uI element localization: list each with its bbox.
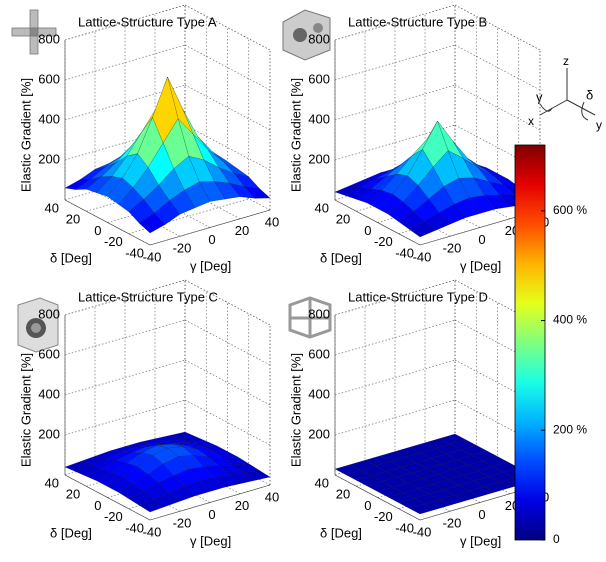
- x-tick-label: 0: [208, 232, 215, 247]
- figure: z x y γ δ 200400600800-40-2002040-40-200…: [0, 0, 606, 562]
- axis-z-glyph: z: [563, 54, 569, 68]
- y-axis-label: δ [Deg]: [50, 525, 92, 540]
- x-axis-label: γ [Deg]: [460, 533, 501, 548]
- y-tick-label: -20: [374, 509, 393, 524]
- y-tick-label: 40: [315, 200, 329, 215]
- x-tick-label: -20: [443, 516, 462, 531]
- x-tick-label: 0: [208, 507, 215, 522]
- z-tick-label: 400: [38, 386, 60, 401]
- z-tick-label: 400: [308, 111, 330, 126]
- y-tick-label: 40: [45, 475, 59, 490]
- z-axis-label: Elastic Gradient [%]: [18, 78, 33, 192]
- y-axis-label: δ [Deg]: [50, 250, 92, 265]
- z-tick-label: 800: [308, 31, 330, 46]
- colorbar: [515, 145, 545, 540]
- y-tick-label: 20: [66, 487, 80, 502]
- y-tick-label: -40: [125, 245, 144, 260]
- gamma-glyph: γ: [536, 89, 543, 104]
- colorbar-tick-label: 400 %: [553, 313, 587, 327]
- y-tick-label: 0: [364, 223, 371, 238]
- colorbar-tick-label: 0: [553, 532, 560, 546]
- delta-glyph: δ: [586, 87, 593, 102]
- y-tick-label: 20: [336, 212, 350, 227]
- z-tick-label: 800: [38, 31, 60, 46]
- z-tick-label: 600: [308, 346, 330, 361]
- x-tick-label: -40: [143, 524, 162, 539]
- x-axis-label: γ [Deg]: [460, 258, 501, 273]
- x-tick-label: -40: [143, 249, 162, 264]
- x-tick-label: 40: [265, 214, 279, 229]
- x-tick-label: -20: [173, 241, 192, 256]
- z-tick-label: 200: [38, 151, 60, 166]
- y-tick-label: -40: [395, 245, 414, 260]
- y-tick-label: 0: [364, 498, 371, 513]
- x-tick-label: 40: [265, 489, 279, 504]
- z-tick-label: 600: [38, 346, 60, 361]
- y-tick-label: -20: [374, 234, 393, 249]
- chart-title: Lattice-Structure Type B: [348, 14, 487, 29]
- chart-title: Lattice-Structure Type C: [78, 289, 218, 304]
- colorbar-tick-label: 600 %: [553, 203, 587, 217]
- y-tick-label: 20: [66, 212, 80, 227]
- chart-title: Lattice-Structure Type D: [348, 289, 488, 304]
- x-tick-label: -20: [173, 516, 192, 531]
- axis-y-glyph: y: [596, 118, 602, 132]
- z-tick-label: 400: [308, 386, 330, 401]
- z-tick-label: 400: [38, 111, 60, 126]
- y-tick-label: 0: [94, 498, 101, 513]
- x-axis-label: γ [Deg]: [190, 258, 231, 273]
- z-tick-label: 200: [308, 151, 330, 166]
- y-axis-label: δ [Deg]: [320, 250, 362, 265]
- x-tick-label: 20: [235, 498, 249, 513]
- z-tick-label: 600: [308, 71, 330, 86]
- x-tick-label: 20: [235, 223, 249, 238]
- z-tick-label: 800: [308, 306, 330, 321]
- z-tick-label: 800: [38, 306, 60, 321]
- y-tick-label: -20: [104, 509, 123, 524]
- x-tick-label: -20: [443, 241, 462, 256]
- y-tick-label: -40: [125, 520, 144, 535]
- z-axis-label: Elastic Gradient [%]: [18, 353, 33, 467]
- z-tick-label: 200: [38, 426, 60, 441]
- x-tick-label: -40: [413, 524, 432, 539]
- y-tick-label: -20: [104, 234, 123, 249]
- z-axis-label: Elastic Gradient [%]: [288, 78, 303, 192]
- x-axis-label: γ [Deg]: [190, 533, 231, 548]
- y-tick-label: 40: [315, 475, 329, 490]
- y-tick-label: 40: [45, 200, 59, 215]
- chart-title: Lattice-Structure Type A: [78, 14, 217, 29]
- z-tick-label: 600: [38, 71, 60, 86]
- colorbar-tick-label: 200 %: [553, 422, 587, 436]
- x-tick-label: 0: [478, 507, 485, 522]
- z-axis-label: Elastic Gradient [%]: [288, 353, 303, 467]
- x-tick-label: 0: [478, 232, 485, 247]
- y-tick-label: 20: [336, 487, 350, 502]
- x-tick-label: -40: [413, 249, 432, 264]
- y-tick-label: -40: [395, 520, 414, 535]
- z-tick-label: 200: [308, 426, 330, 441]
- y-tick-label: 0: [94, 223, 101, 238]
- y-axis-label: δ [Deg]: [320, 525, 362, 540]
